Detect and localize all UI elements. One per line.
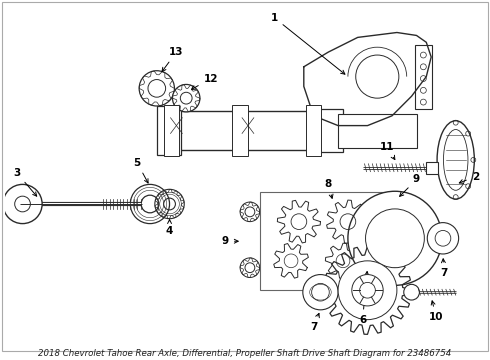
Circle shape — [338, 261, 397, 320]
Bar — [314, 109, 343, 152]
Bar — [164, 105, 179, 156]
Text: 13: 13 — [162, 47, 184, 72]
Circle shape — [352, 275, 383, 306]
Text: 4: 4 — [166, 220, 173, 237]
Bar — [338, 114, 416, 148]
Text: 7: 7 — [310, 314, 319, 332]
Text: 11: 11 — [380, 142, 395, 159]
Circle shape — [172, 85, 200, 112]
Ellipse shape — [437, 121, 474, 199]
Text: 8: 8 — [325, 179, 333, 198]
Circle shape — [348, 191, 442, 285]
Bar — [172, 111, 328, 150]
Bar — [415, 45, 432, 109]
Circle shape — [366, 209, 424, 268]
Text: 2018 Chevrolet Tahoe Rear Axle, Differential, Propeller Shaft Drive Shaft Diagra: 2018 Chevrolet Tahoe Rear Axle, Differen… — [38, 349, 452, 358]
Text: 3: 3 — [13, 168, 37, 196]
Circle shape — [427, 222, 459, 254]
Circle shape — [3, 184, 42, 224]
Circle shape — [356, 55, 399, 98]
Polygon shape — [304, 32, 431, 126]
Text: 2: 2 — [459, 172, 479, 183]
Circle shape — [303, 275, 338, 310]
Bar — [260, 192, 387, 290]
Text: 6: 6 — [359, 271, 368, 325]
Bar — [426, 162, 438, 174]
Text: 10: 10 — [429, 301, 443, 322]
Text: 1: 1 — [271, 13, 345, 74]
Text: 9: 9 — [222, 236, 238, 246]
Bar — [157, 106, 181, 155]
Text: 9: 9 — [400, 175, 420, 196]
Bar — [306, 105, 321, 156]
Bar — [232, 105, 248, 156]
Text: 7: 7 — [440, 259, 448, 278]
Text: 5: 5 — [134, 158, 148, 183]
Circle shape — [139, 71, 174, 106]
Text: 12: 12 — [192, 73, 218, 89]
Circle shape — [404, 284, 419, 300]
